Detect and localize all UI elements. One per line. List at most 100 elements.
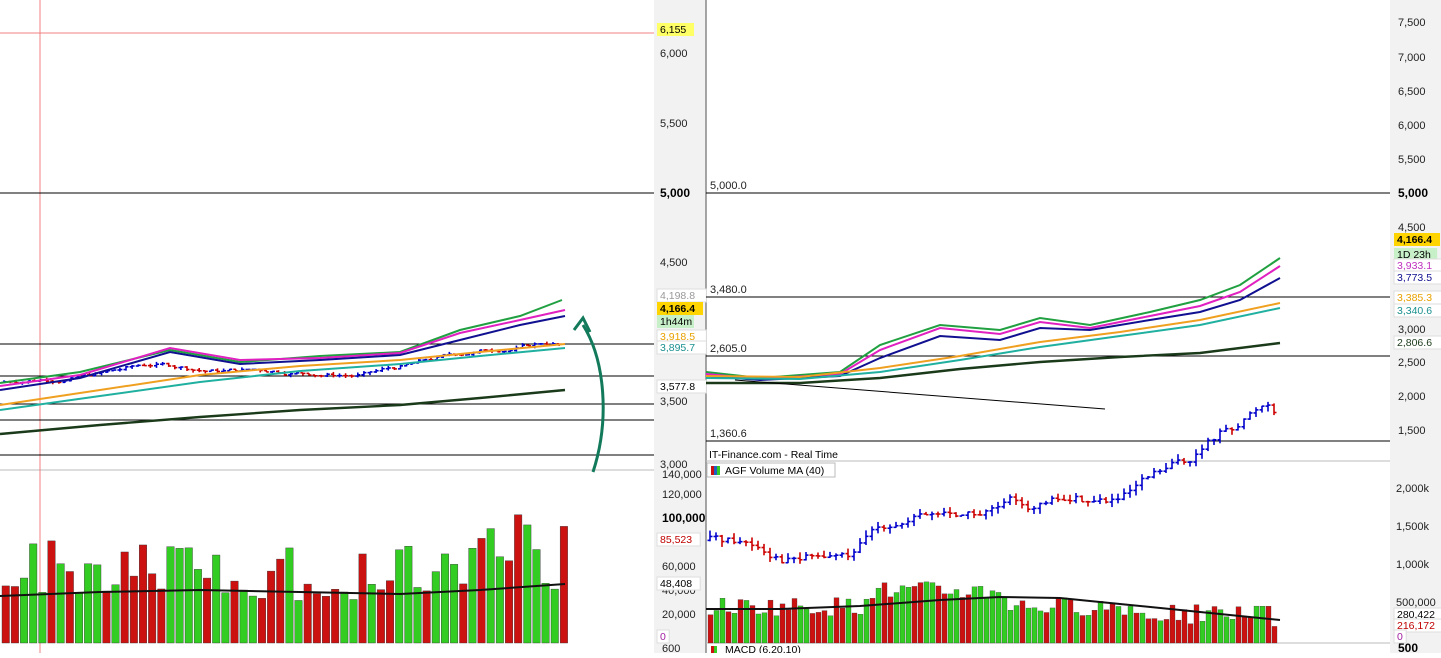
volume-legend-box [706, 462, 836, 478]
left-volume-bar [166, 546, 175, 644]
right-volume-bar [833, 597, 840, 644]
right-price-tick-0: 7,500 [1398, 17, 1426, 29]
right-volume-bar [1061, 597, 1068, 644]
right-trendline [734, 379, 1106, 410]
left-volume-bar [349, 599, 358, 644]
left-volume-bar [120, 551, 129, 644]
right-volume-bar [1037, 610, 1044, 644]
right-volume-bar [1097, 601, 1104, 644]
left-price-tick-0: 6,000 [660, 48, 688, 60]
macd-legend-swatch-green [714, 646, 717, 653]
right-volume-tick-2: 1,000k [1396, 559, 1430, 571]
left-volume-bar [111, 584, 120, 644]
volume-legend-text: AGF Volume MA (40) [725, 465, 824, 477]
left-volume-bar [468, 548, 477, 644]
left-volume-bar [386, 580, 394, 644]
right-ma-green [705, 257, 1281, 380]
right-value-tag-5: 3,340.6 [1397, 305, 1432, 317]
left-volume-bar [532, 549, 541, 644]
annotation-arrow [581, 324, 605, 473]
right-volume-bar [1235, 606, 1242, 644]
right-value-tag-3-bg [1393, 270, 1441, 285]
right-volume-bar [923, 581, 930, 644]
right-volume-bar [1241, 616, 1248, 644]
right-volume-bar [1133, 612, 1140, 644]
right-volume-bar [1175, 619, 1182, 644]
right-volume-bar [1073, 612, 1080, 644]
left-price-tick-2: 5,000 [660, 186, 690, 200]
left-volume-bar [38, 592, 47, 644]
left-volume-tag-1: 48,408 [660, 578, 692, 590]
right-level-label-0: 5,000.0 [710, 180, 747, 192]
right-volume-bar [953, 589, 960, 644]
right-volume-bar [983, 597, 990, 644]
left-price-tick-5: 3,000 [660, 459, 688, 471]
left-volume-bar [20, 577, 28, 644]
right-value-tag-1: 1D 23h [1397, 249, 1431, 261]
left-volume-bar [10, 586, 19, 644]
left-volume-bar [221, 592, 230, 644]
left-volume-bar [541, 583, 550, 644]
right-volume-bar [881, 582, 888, 644]
left-volume-bar [422, 590, 431, 644]
right-value-tag-0: 4,166.4 [1397, 234, 1432, 246]
left-volume-bar [84, 563, 93, 644]
right-volume-bar [785, 609, 792, 644]
right-volume-bar [1259, 605, 1266, 644]
right-volume-bar [905, 586, 912, 644]
right-volume-bar [767, 599, 774, 644]
left-volume-tag-2: 0 [660, 631, 666, 643]
left-volume-bar [47, 540, 56, 644]
right-volume-bar [965, 594, 972, 644]
right-volume-bar [1193, 604, 1200, 644]
right-volume-bar [1115, 606, 1122, 644]
left-ma-longterm [0, 388, 566, 436]
right-value-tag-6: 2,806.6 [1397, 337, 1432, 349]
right-volume-bar [737, 599, 744, 644]
left-volume-tick-2: 100,000 [662, 511, 706, 525]
right-volume-bar [761, 612, 768, 644]
left-volume-bar [505, 560, 513, 644]
left-value-tag-3: 1h44m [660, 316, 692, 328]
left-volume-bar [459, 583, 468, 644]
right-volume-bar [1169, 604, 1176, 644]
left-volume-bar [358, 553, 367, 644]
left-value-tag-0: 6,155 [660, 24, 686, 36]
right-volume-bar [971, 586, 978, 644]
right-volume-bar [1211, 606, 1218, 644]
right-volume-bar [1007, 610, 1014, 644]
right-volume-bar [1199, 621, 1206, 644]
left-volume-bar [303, 583, 312, 644]
right-volume-bar [899, 585, 906, 644]
right-volume-bar [791, 598, 798, 644]
right-volume-bar [851, 612, 858, 644]
right-volume-bar [989, 590, 996, 644]
left-volume-bar [258, 598, 266, 644]
right-volume-bar [815, 612, 822, 644]
right-volume-bar [947, 593, 954, 644]
left-volume-bar [148, 573, 157, 644]
left-volume-bar [523, 524, 532, 644]
left-price-tick-3: 4,500 [660, 257, 688, 269]
right-volume-bar [797, 605, 804, 644]
right-volume-bar [1247, 616, 1254, 644]
right-volume-bar [1145, 618, 1152, 644]
right-volume-bar [977, 586, 984, 644]
left-volume-bar [550, 588, 559, 644]
right-ma-orange [705, 302, 1281, 379]
right-price-tick-4: 5,500 [1398, 154, 1426, 166]
left-volume-bar [331, 588, 340, 644]
right-volume-bar [1043, 612, 1050, 644]
left-volume-bar [239, 589, 248, 644]
right-volume-bar [995, 592, 1002, 644]
left-volume-tick-1: 120,000 [662, 489, 702, 501]
right-price-tick-5: 5,000 [1398, 186, 1428, 200]
right-volume-bar [1067, 599, 1074, 644]
left-ma-orange [0, 343, 566, 406]
right-volume-bar [1085, 615, 1092, 644]
right-level-label-1: 3,480.0 [710, 284, 747, 296]
right-volume-bar [803, 608, 810, 644]
right-value-tag-6-bg [1393, 335, 1441, 350]
left-volume-bar [93, 564, 102, 644]
